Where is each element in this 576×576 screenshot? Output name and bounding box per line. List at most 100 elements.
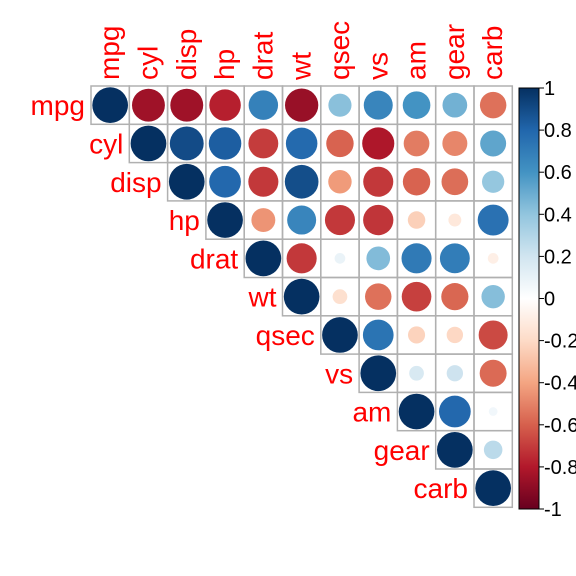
corr-circle-hp-am (407, 211, 426, 229)
corr-circle-wt-qsec (332, 289, 348, 305)
corr-circle-qsec-gear (446, 326, 464, 344)
corr-circle-wt-wt (283, 278, 320, 315)
corr-circle-qsec-am (407, 326, 426, 344)
column-label-gear: gear (439, 24, 470, 80)
corr-circle-gear-carb (483, 440, 503, 460)
colorbar-tick-label: -0.4 (544, 373, 576, 395)
row-label-drat: drat (190, 243, 238, 274)
corr-circle-mpg-gear (442, 92, 468, 118)
corr-circle-mpg-am (402, 91, 431, 119)
corr-circle-drat-am (401, 243, 432, 274)
cell-carb-carb (473, 468, 514, 509)
colorbar-tick-label: -1 (544, 499, 562, 521)
column-label-mpg: mpg (94, 26, 125, 80)
corr-circle-mpg-cyl (131, 88, 165, 122)
corr-circle-vs-am (409, 365, 424, 381)
corr-circle-wt-gear (441, 283, 469, 311)
corr-circle-qsec-vs (362, 319, 394, 351)
corr-circle-cyl-gear (442, 130, 468, 156)
corr-circle-cyl-wt (285, 127, 318, 160)
corr-circle-hp-hp (207, 202, 243, 238)
row-label-carb: carb (414, 473, 468, 504)
corr-circle-cyl-disp (169, 126, 204, 161)
corr-circle-qsec-carb (478, 320, 508, 350)
correlation-grid (90, 85, 514, 509)
corr-circle-gear-gear (437, 432, 473, 468)
corr-circle-cyl-vs (362, 127, 395, 160)
row-label-hp: hp (169, 205, 200, 236)
corr-circle-am-gear (438, 395, 471, 428)
column-labels: mpg cyl disp hp drat wt qsec vs am gear carb (94, 21, 508, 81)
corr-circle-drat-wt (286, 243, 317, 274)
corr-circle-mpg-drat (248, 90, 279, 120)
colorbar-tick-label: 0.6 (544, 162, 572, 184)
row-label-wt: wt (248, 282, 277, 313)
corr-circle-cyl-hp (208, 127, 242, 160)
corr-circle-hp-vs (363, 204, 394, 236)
corr-circle-cyl-am (403, 130, 430, 157)
corr-circle-wt-vs (365, 283, 392, 310)
row-label-gear: gear (374, 435, 430, 466)
corr-circle-hp-qsec (324, 205, 355, 236)
corr-circle-am-carb (488, 407, 498, 416)
colorbar-tick-label: 1 (544, 78, 555, 100)
corr-circle-disp-wt (284, 164, 319, 199)
corr-circle-vs-carb (479, 359, 507, 387)
corr-circle-mpg-disp (170, 88, 204, 122)
corr-circle-disp-gear (441, 168, 469, 196)
column-label-qsec: qsec (324, 21, 355, 80)
corr-circle-disp-qsec (328, 170, 352, 194)
row-label-qsec: qsec (256, 320, 315, 351)
column-label-carb: carb (477, 26, 508, 80)
row-label-disp: disp (110, 167, 161, 198)
column-label-cyl: cyl (132, 46, 163, 80)
colorbar-tick-label: -0.8 (544, 457, 576, 479)
corr-circle-mpg-mpg (92, 87, 128, 123)
corr-circle-vs-gear (446, 365, 464, 382)
column-label-wt: wt (286, 52, 317, 81)
corr-circle-cyl-qsec (326, 129, 354, 158)
corr-circle-hp-wt (287, 205, 317, 235)
corr-circle-cyl-drat (248, 128, 279, 159)
colorbar-tick-label: 0.2 (544, 246, 572, 268)
colorbar-tick-label: -0.2 (544, 331, 576, 353)
corr-circle-carb-carb (475, 470, 511, 506)
corr-circle-vs-vs (360, 355, 397, 392)
row-label-am: am (352, 397, 391, 428)
corr-circle-disp-am (402, 168, 431, 196)
corr-circle-hp-carb (477, 204, 509, 236)
corr-circle-wt-carb (481, 284, 505, 309)
corr-circle-qsec-qsec (322, 317, 358, 353)
corr-circle-hp-gear (448, 213, 462, 227)
corr-circle-disp-drat (248, 166, 279, 197)
colorbar-tick-label: 0.8 (544, 120, 572, 142)
corr-circle-cyl-carb (480, 130, 507, 157)
colorbar-tick-label: 0 (544, 289, 555, 311)
corr-circle-drat-carb (487, 252, 499, 264)
column-label-hp: hp (209, 49, 240, 80)
corr-circle-disp-carb (482, 170, 505, 193)
column-label-vs: vs (362, 52, 393, 80)
colorbar-gradient (518, 87, 540, 510)
corr-circle-mpg-carb (479, 91, 507, 119)
colorbar-tick-label: 0.4 (544, 204, 572, 226)
corr-circle-cyl-cyl (130, 125, 167, 162)
corr-circle-mpg-qsec (328, 93, 352, 117)
colorbar-tick-label: -0.6 (544, 415, 576, 437)
corr-circle-mpg-vs (363, 90, 393, 120)
corr-circle-hp-drat (251, 208, 276, 233)
corr-circle-drat-qsec (334, 252, 346, 264)
corr-circle-drat-gear (439, 243, 470, 274)
corr-circle-mpg-wt (285, 88, 319, 122)
colorbar-legend: 1 0.8 0.6 0.4 0.2 0 -0.2 -0.4 -0.6 -0.8 -1 (518, 78, 576, 521)
corr-circle-drat-vs (366, 246, 391, 271)
corr-circle-disp-disp (168, 163, 205, 200)
row-label-mpg: mpg (31, 90, 85, 121)
row-label-vs: vs (325, 358, 353, 389)
row-label-cyl: cyl (89, 128, 123, 159)
corr-circle-am-am (398, 393, 435, 430)
corr-circle-disp-vs (363, 166, 394, 197)
corr-circle-disp-hp (209, 165, 241, 198)
